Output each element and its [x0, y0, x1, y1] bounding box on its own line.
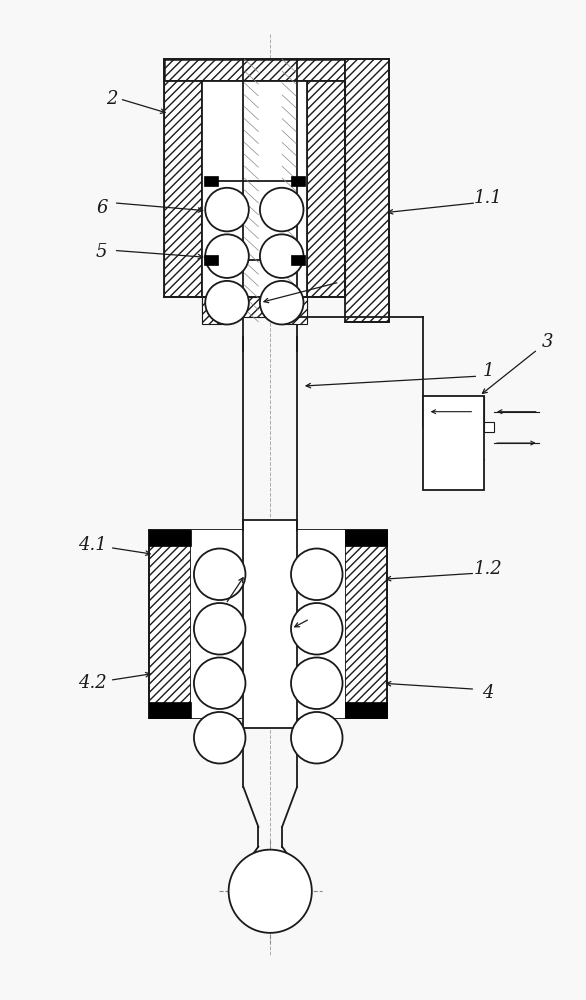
- Bar: [243, 520, 297, 728]
- Bar: [149, 702, 191, 718]
- Text: 6: 6: [96, 199, 108, 217]
- Bar: [346, 702, 387, 718]
- Text: 1: 1: [482, 362, 494, 380]
- Circle shape: [194, 549, 246, 600]
- Text: 4.2: 4.2: [77, 674, 106, 692]
- Bar: [202, 297, 307, 317]
- Bar: [243, 59, 297, 317]
- Circle shape: [205, 281, 249, 324]
- Bar: [204, 255, 218, 265]
- Circle shape: [260, 188, 304, 231]
- Bar: [149, 530, 191, 718]
- Circle shape: [194, 603, 246, 655]
- Bar: [164, 81, 202, 297]
- Text: 5: 5: [96, 243, 108, 261]
- Bar: [307, 81, 345, 297]
- Bar: [291, 176, 305, 186]
- Circle shape: [194, 657, 246, 709]
- Circle shape: [291, 549, 343, 600]
- Bar: [204, 176, 218, 186]
- Bar: [149, 530, 191, 546]
- Bar: [346, 530, 387, 718]
- Bar: [191, 530, 346, 718]
- Circle shape: [194, 712, 246, 763]
- Text: 4.1: 4.1: [77, 536, 106, 554]
- Bar: [484, 422, 494, 432]
- Circle shape: [291, 657, 343, 709]
- Bar: [345, 59, 389, 322]
- Text: 4: 4: [482, 684, 494, 702]
- Bar: [202, 81, 307, 297]
- Circle shape: [260, 281, 304, 324]
- Circle shape: [229, 850, 312, 933]
- Text: 1.1: 1.1: [473, 189, 503, 207]
- Circle shape: [205, 188, 249, 231]
- Bar: [202, 297, 227, 324]
- Circle shape: [205, 234, 249, 278]
- Text: 3: 3: [542, 333, 553, 351]
- Text: 1.2: 1.2: [473, 560, 503, 578]
- Bar: [291, 255, 305, 265]
- Circle shape: [260, 234, 304, 278]
- Text: 2: 2: [106, 90, 117, 108]
- Bar: [164, 59, 345, 81]
- Bar: [346, 530, 387, 546]
- Bar: [282, 297, 307, 324]
- Circle shape: [291, 603, 343, 655]
- Bar: [423, 396, 484, 490]
- Circle shape: [291, 712, 343, 763]
